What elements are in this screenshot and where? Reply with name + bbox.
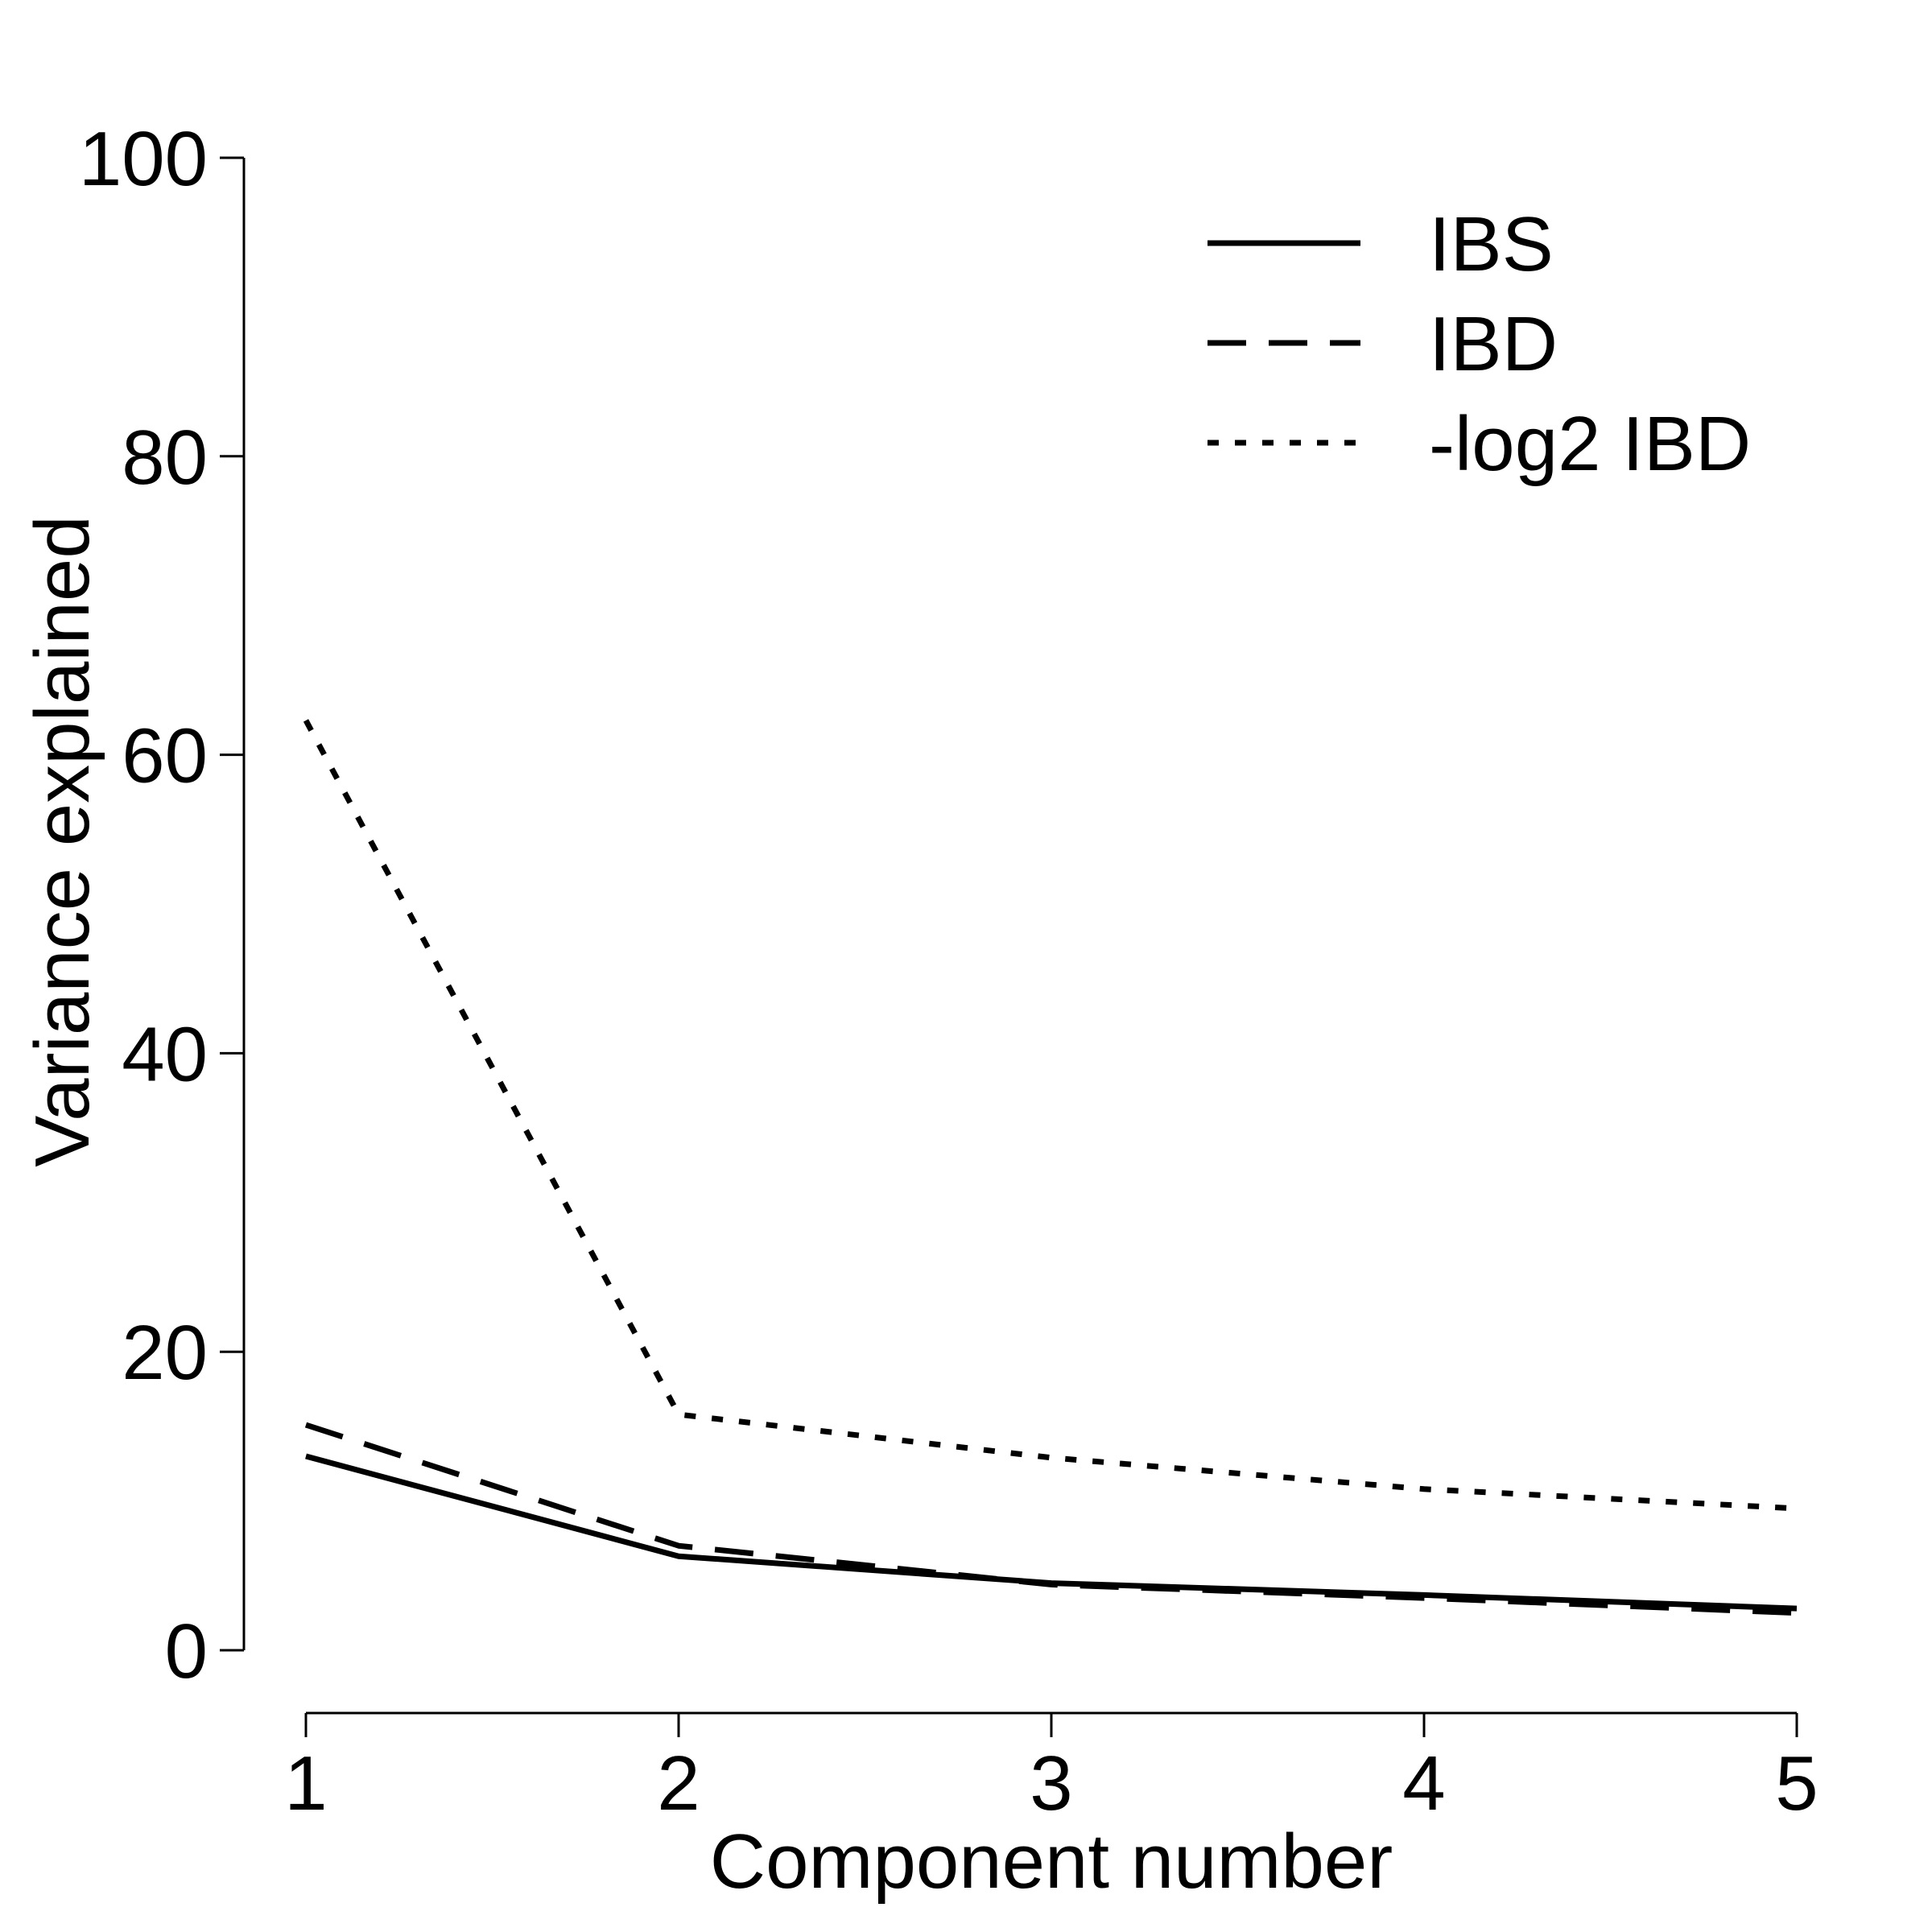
x-axis-title: Component number	[710, 1818, 1393, 1905]
series-layer	[303, 719, 1798, 1616]
x-tick-label: 5	[1775, 1740, 1818, 1827]
y-tick-label: 60	[122, 713, 208, 799]
y-tick-label: 40	[122, 1011, 208, 1097]
x-tick-label: 4	[1402, 1740, 1445, 1827]
y-axis-title: Variance explained	[19, 515, 105, 1166]
y-tick-label: 100	[79, 116, 208, 202]
series-line-2	[303, 719, 1798, 1512]
legend: IBS IBD -log2 IBD	[1208, 201, 1751, 487]
x-tick-label: 1	[284, 1740, 327, 1827]
y-axis: 0 20 40 60 80 100	[79, 116, 246, 1695]
legend-label-0: IBS	[1429, 201, 1554, 287]
legend-label-1: IBD	[1429, 301, 1558, 387]
x-tick-label: 3	[1030, 1740, 1072, 1827]
y-tick-label: 80	[122, 415, 208, 501]
y-tick-label: 0	[165, 1608, 208, 1695]
series-line-1	[304, 1422, 1798, 1616]
x-axis: 1 2 3 4 5	[284, 1711, 1818, 1827]
y-tick-label: 20	[122, 1310, 208, 1396]
legend-label-2: -log2 IBD	[1429, 401, 1751, 487]
x-tick-label: 2	[657, 1740, 700, 1827]
